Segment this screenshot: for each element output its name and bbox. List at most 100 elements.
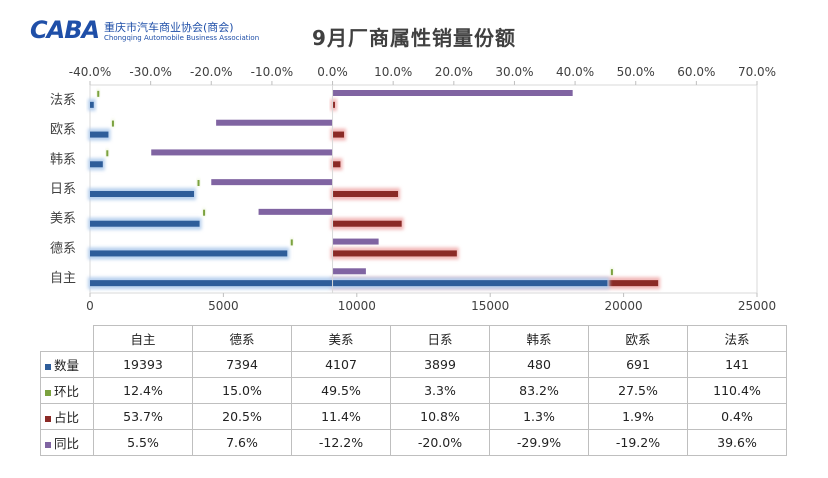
category-label: 韩系	[50, 152, 76, 167]
qty-bar	[90, 131, 109, 138]
qty-bar	[90, 161, 103, 168]
category-label: 德系	[50, 241, 76, 256]
share-bar	[332, 220, 402, 227]
table-cell: 19393	[93, 351, 193, 378]
table-row: 环比 12.4% 15.0% 49.5% 3.3% 83.2% 27.5% 110.4%	[40, 377, 787, 404]
mom-bar	[290, 239, 293, 246]
qty-bar	[90, 220, 200, 227]
share-bar	[332, 161, 341, 168]
table-row-header: 环比	[40, 377, 94, 404]
category-label: 欧系	[50, 123, 76, 138]
category-label: 法系	[50, 93, 76, 108]
top-axis-tick-label: 20.0%	[435, 65, 473, 79]
table-column-header: 美系	[291, 325, 391, 352]
yoy-bar	[211, 179, 333, 186]
table-cell: 27.5%	[588, 377, 688, 404]
table-cell: 141	[687, 351, 787, 378]
top-axis-tick-label: -30.0%	[129, 65, 171, 79]
table-column-header: 法系	[687, 325, 787, 352]
legend-label: 占比	[54, 410, 80, 425]
yoy-bar	[332, 238, 379, 245]
table-cell: 1.9%	[588, 403, 688, 430]
bottom-axis-tick-label: 15000	[471, 299, 509, 313]
top-axis-tick-label: 70.0%	[738, 65, 776, 79]
share-bar	[332, 250, 457, 257]
table-cell: 3.3%	[390, 377, 490, 404]
table-row: 同比 5.5% 7.6% -12.2% -20.0% -29.9% -19.2% 39.6%	[40, 429, 787, 456]
table-cell: 20.5%	[192, 403, 292, 430]
top-axis-tick-label: 50.0%	[617, 65, 655, 79]
logo-name-cn: 重庆市汽车商业协会(商会)	[104, 21, 234, 34]
table-corner	[40, 325, 94, 352]
legend-label: 环比	[54, 384, 80, 399]
table-cell: 3899	[390, 351, 490, 378]
bottom-axis-tick-label: 10000	[338, 299, 376, 313]
table-column-header: 自主	[93, 325, 193, 352]
legend-swatch	[45, 389, 51, 396]
table-cell: -29.9%	[489, 429, 589, 456]
top-axis-tick-label: -40.0%	[69, 65, 111, 79]
mom-bar	[203, 209, 206, 216]
mom-bar	[106, 150, 109, 157]
mom-bar	[197, 180, 200, 186]
top-axis-tick-label: 40.0%	[556, 65, 594, 79]
table-column-header: 欧系	[588, 325, 688, 352]
top-axis-tick-label: 10.0%	[374, 65, 412, 79]
bar-chart: -40.0% -30.0% -20.0% -10.0% 0.0% 10.0% 20.0% 30…	[50, 65, 776, 313]
table-cell: 49.5%	[291, 377, 391, 404]
table-cell: 0.4%	[687, 403, 787, 430]
legend-swatch	[45, 441, 51, 448]
table-cell: 1.3%	[489, 403, 589, 430]
top-axis-tick-label: 0.0%	[317, 65, 348, 79]
table-cell: 480	[489, 351, 589, 378]
table-column-header: 德系	[192, 325, 292, 352]
yoy-bar	[332, 268, 366, 275]
qty-bar	[90, 101, 94, 108]
table-cell: 15.0%	[192, 377, 292, 404]
table-row-header: 数量	[40, 351, 94, 378]
legend-label: 同比	[54, 436, 80, 451]
table-cell: 11.4%	[291, 403, 391, 430]
table-cell: 7.6%	[192, 429, 292, 456]
logo-name-en: Chongqing Automobile Business Associatio…	[104, 34, 260, 42]
qty-bar	[90, 250, 288, 257]
chart-title: 9月厂商属性销量份额	[312, 26, 516, 50]
share-bar	[332, 131, 345, 138]
logo-mark: CABA	[30, 16, 100, 44]
category-label: 美系	[50, 212, 76, 227]
bottom-axis-tick-label: 5000	[208, 299, 239, 313]
category-label: 自主	[50, 271, 76, 286]
table-row-header: 同比	[40, 429, 94, 456]
table-cell: 53.7%	[93, 403, 193, 430]
top-axis-tick-label: 30.0%	[495, 65, 533, 79]
top-axis-tick-label: 60.0%	[677, 65, 715, 79]
table-cell: 39.6%	[687, 429, 787, 456]
table-row: 占比 53.7% 20.5% 11.4% 10.8% 1.3% 1.9% 0.4%	[40, 403, 787, 430]
table-row-header: 占比	[40, 403, 94, 430]
table-cell: 7394	[192, 351, 292, 378]
bottom-axis-tick-label: 20000	[605, 299, 643, 313]
share-bar	[332, 191, 399, 197]
bottom-axis-tick-label: 25000	[738, 299, 776, 313]
table-cell: 691	[588, 351, 688, 378]
qty-bar	[90, 280, 608, 287]
mom-bar	[610, 269, 613, 276]
table-cell: -20.0%	[390, 429, 490, 456]
qty-bar	[90, 191, 195, 197]
legend-swatch	[45, 415, 51, 422]
mom-bar	[97, 90, 100, 97]
yoy-bar	[332, 90, 573, 96]
yoy-bar	[216, 119, 333, 126]
table-cell: -19.2%	[588, 429, 688, 456]
share-bar	[332, 101, 335, 108]
table-cell: 12.4%	[93, 377, 193, 404]
top-axis-tick-label: -20.0%	[190, 65, 232, 79]
table-cell: -12.2%	[291, 429, 391, 456]
data-table: 自主 德系 美系 日系 韩系 欧系 法系 数量 19393 7394 4107 3899 480 691 1…	[40, 325, 787, 456]
table-header-row: 自主 德系 美系 日系 韩系 欧系 法系	[40, 325, 787, 352]
category-label: 日系	[50, 182, 76, 197]
yoy-bar	[258, 208, 333, 215]
legend-label: 数量	[54, 358, 80, 373]
table-cell: 10.8%	[390, 403, 490, 430]
yoy-bar	[151, 149, 333, 156]
